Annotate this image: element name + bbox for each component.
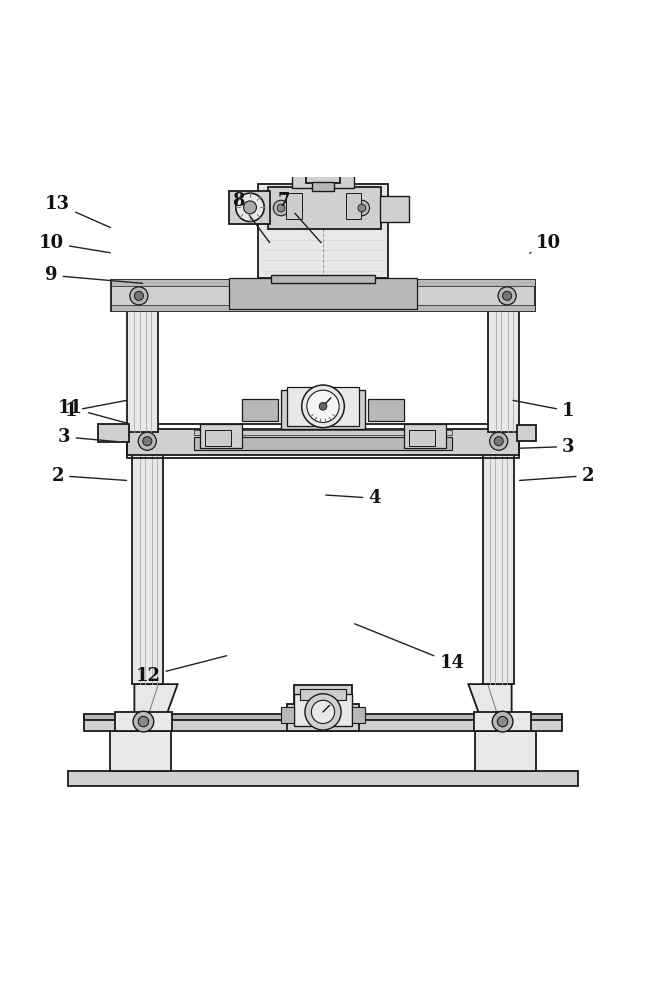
Bar [194,430,452,435]
Text: 1: 1 [65,400,127,420]
Text: 14: 14 [355,624,464,672]
Polygon shape [134,684,178,714]
Text: 2: 2 [52,467,127,485]
Bar [115,712,172,731]
Text: 9: 9 [45,266,143,284]
Circle shape [133,711,154,732]
Bar [127,309,158,432]
Bar [483,432,514,684]
Text: 13: 13 [45,195,110,228]
Circle shape [319,402,327,410]
Circle shape [305,694,341,730]
Circle shape [236,193,264,222]
Circle shape [354,200,370,216]
Bar [294,694,352,726]
Bar [268,187,381,229]
Bar [111,280,535,311]
Bar [98,424,129,442]
Bar [294,685,352,704]
Bar [409,430,435,446]
Circle shape [134,291,143,300]
Circle shape [490,432,508,450]
Bar [242,399,278,421]
Circle shape [273,200,289,216]
Circle shape [494,437,503,446]
Bar [352,707,365,723]
Text: 7: 7 [278,192,321,243]
Text: 11: 11 [58,399,127,423]
Bar [127,424,519,458]
Bar [258,184,388,278]
Bar [404,424,446,448]
Circle shape [492,711,513,732]
Bar [292,170,354,188]
Bar [200,424,242,448]
Text: 8: 8 [233,192,269,243]
Bar [380,196,409,222]
Text: 3: 3 [58,428,117,446]
Bar [84,717,562,731]
Bar [84,714,562,720]
Bar [300,689,346,700]
Circle shape [130,287,148,305]
Circle shape [311,700,335,724]
Text: 4: 4 [326,489,380,507]
Bar [194,437,452,450]
Circle shape [503,291,512,300]
Bar [111,305,535,311]
Bar [287,387,359,426]
Text: 1: 1 [513,400,574,420]
Bar [488,309,519,432]
Circle shape [138,432,156,450]
Circle shape [277,204,285,212]
Text: 10: 10 [530,234,561,253]
Circle shape [244,201,256,214]
Bar [68,771,578,786]
Circle shape [307,390,339,422]
Text: 3: 3 [519,438,574,456]
Bar [312,182,334,191]
Text: 12: 12 [136,656,227,685]
Bar [111,279,535,286]
Bar [306,160,340,183]
Bar [132,432,163,684]
Bar [110,731,171,771]
Circle shape [497,716,508,727]
Bar [127,429,519,455]
Circle shape [498,287,516,305]
Bar [368,399,404,421]
Polygon shape [468,684,512,714]
Bar [205,430,231,446]
Bar [475,731,536,771]
Circle shape [358,204,366,212]
Bar [271,275,375,283]
Circle shape [302,385,344,428]
Bar [281,707,294,723]
Bar [287,704,359,731]
Text: 10: 10 [39,234,110,253]
Circle shape [143,437,152,446]
Bar [517,425,536,441]
Text: 2: 2 [519,467,594,485]
Circle shape [138,716,149,727]
Bar [229,278,417,309]
Bar [286,193,302,219]
Bar [229,191,270,224]
Bar [281,390,365,429]
Bar [346,193,361,219]
Bar [474,712,531,731]
